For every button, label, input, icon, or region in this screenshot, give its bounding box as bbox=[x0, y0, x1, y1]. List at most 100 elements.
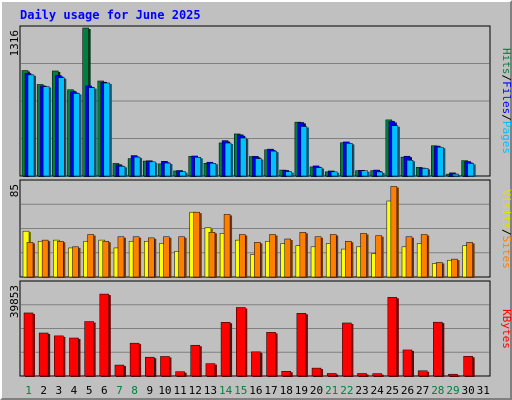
bar-pages-day-27 bbox=[421, 168, 429, 177]
bar-pages-day-12 bbox=[194, 157, 202, 177]
bar-sites-day-17 bbox=[269, 234, 276, 278]
bar-kbytes-day-12 bbox=[190, 344, 201, 377]
bar-pages-day-8 bbox=[133, 156, 141, 177]
bar-pages-day-11 bbox=[179, 171, 186, 177]
bar-kbytes-day-8 bbox=[129, 342, 140, 377]
bar-sites-day-14 bbox=[223, 214, 231, 278]
bar-sites-day-18 bbox=[284, 238, 291, 278]
x-tick-label: 11 bbox=[173, 384, 186, 397]
bar-kbytes-day-24 bbox=[372, 373, 382, 377]
x-tick-label: 8 bbox=[131, 384, 138, 397]
right-label-sites: Sites bbox=[500, 236, 512, 269]
bar-sites-day-7 bbox=[117, 236, 125, 278]
bar-kbytes-day-3 bbox=[54, 335, 64, 377]
x-tick-label: 19 bbox=[295, 384, 308, 397]
bar-pages-day-24 bbox=[376, 171, 383, 177]
right-label-kbytes: KBytes bbox=[500, 309, 512, 349]
bar-pages-day-6 bbox=[103, 82, 111, 177]
right-axis-label-top: Hits/Files/Pages bbox=[500, 48, 512, 154]
bar-sites-day-2 bbox=[41, 239, 49, 278]
bar-kbytes-day-2 bbox=[38, 332, 49, 377]
bar-pages-day-23 bbox=[361, 170, 368, 177]
bar-sites-day-28 bbox=[436, 262, 443, 278]
right-label-visits: Visits bbox=[500, 189, 512, 229]
bar-sites-day-15 bbox=[238, 234, 246, 278]
x-tick-label: 10 bbox=[158, 384, 171, 397]
x-tick-label: 12 bbox=[189, 384, 202, 397]
bar-sites-day-10 bbox=[163, 236, 170, 278]
bar-pages-day-19 bbox=[300, 126, 308, 177]
bar-sites-day-16 bbox=[254, 242, 261, 278]
bar-sites-day-19 bbox=[299, 232, 307, 278]
bar-kbytes-day-18 bbox=[281, 371, 291, 377]
bar-pages-day-26 bbox=[406, 160, 414, 177]
y-max-label-middle: 85 bbox=[8, 184, 21, 197]
x-tick-label: 5 bbox=[86, 384, 93, 397]
bar-sites-day-1 bbox=[26, 242, 34, 278]
x-tick-label: 22 bbox=[340, 384, 353, 397]
x-tick-label: 7 bbox=[116, 384, 123, 397]
bar-sites-day-30 bbox=[466, 242, 473, 278]
x-tick-label: 15 bbox=[234, 384, 247, 397]
bar-sites-day-13 bbox=[208, 232, 216, 278]
bar-kbytes-day-20 bbox=[311, 367, 322, 377]
right-label-files: Files bbox=[500, 81, 512, 114]
x-tick-label: 27 bbox=[416, 384, 429, 397]
y-max-label-bottom: 39853 bbox=[8, 285, 21, 318]
bar-kbytes-day-29 bbox=[448, 373, 458, 377]
bar-sites-day-27 bbox=[420, 234, 428, 278]
x-tick-label: 26 bbox=[401, 384, 414, 397]
x-tick-label: 13 bbox=[204, 384, 217, 397]
bar-sites-day-12 bbox=[193, 211, 201, 278]
bar-kbytes-day-16 bbox=[251, 351, 261, 377]
bar-kbytes-day-10 bbox=[160, 356, 170, 377]
x-tick-label: 20 bbox=[310, 384, 323, 397]
x-tick-label: 23 bbox=[355, 384, 368, 397]
bar-kbytes-day-27 bbox=[417, 370, 428, 377]
x-tick-label: 4 bbox=[71, 384, 78, 397]
bar-pages-day-7 bbox=[118, 166, 126, 177]
x-tick-label: 6 bbox=[101, 384, 108, 397]
bar-kbytes-day-22 bbox=[342, 322, 352, 377]
bar-kbytes-day-5 bbox=[84, 321, 94, 377]
x-tick-label: 30 bbox=[462, 384, 475, 397]
bar-sites-day-26 bbox=[405, 236, 413, 278]
bar-sites-day-29 bbox=[451, 258, 458, 278]
bar-pages-day-15 bbox=[239, 137, 247, 177]
x-tick-label: 1 bbox=[25, 384, 32, 397]
bar-pages-day-3 bbox=[58, 77, 65, 177]
x-tick-label: 21 bbox=[325, 384, 338, 397]
x-tick-label: 24 bbox=[371, 384, 385, 397]
right-axis-label-middle: Visits/Sites bbox=[500, 189, 512, 269]
bar-pages-day-14 bbox=[224, 142, 232, 177]
bar-sites-day-11 bbox=[178, 236, 185, 278]
right-label-: / bbox=[500, 75, 512, 82]
bar-pages-day-2 bbox=[42, 86, 50, 177]
bar-pages-day-28 bbox=[437, 146, 444, 177]
bar-kbytes-day-7 bbox=[114, 364, 125, 377]
bar-pages-day-20 bbox=[315, 167, 323, 177]
bar-pages-day-4 bbox=[73, 93, 80, 177]
x-tick-label: 16 bbox=[249, 384, 262, 397]
bar-pages-day-16 bbox=[255, 158, 262, 177]
bar-pages-day-17 bbox=[270, 150, 277, 177]
bar-kbytes-day-14 bbox=[220, 322, 231, 377]
y-max-label-top: 1316 bbox=[8, 30, 21, 57]
bar-sites-day-6 bbox=[102, 240, 110, 278]
bar-pages-day-9 bbox=[149, 161, 156, 177]
bar-kbytes-day-30 bbox=[463, 356, 473, 377]
right-label-: / bbox=[500, 114, 512, 121]
bar-kbytes-day-9 bbox=[145, 356, 155, 377]
x-tick-label: 9 bbox=[146, 384, 153, 397]
bar-kbytes-day-26 bbox=[402, 349, 413, 377]
bar-kbytes-day-1 bbox=[23, 312, 34, 377]
bar-pages-day-1 bbox=[27, 74, 35, 177]
right-axis-label-bottom: KBytes bbox=[500, 309, 512, 349]
bar-sites-day-21 bbox=[329, 234, 337, 278]
bar-kbytes-day-23 bbox=[357, 373, 367, 377]
bar-kbytes-day-4 bbox=[69, 337, 79, 377]
x-tick-label: 31 bbox=[477, 384, 490, 397]
bar-pages-day-29 bbox=[452, 173, 459, 177]
bar-kbytes-day-21 bbox=[326, 373, 337, 377]
